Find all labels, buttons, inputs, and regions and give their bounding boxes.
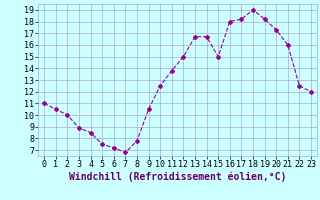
X-axis label: Windchill (Refroidissement éolien,°C): Windchill (Refroidissement éolien,°C)	[69, 172, 286, 182]
